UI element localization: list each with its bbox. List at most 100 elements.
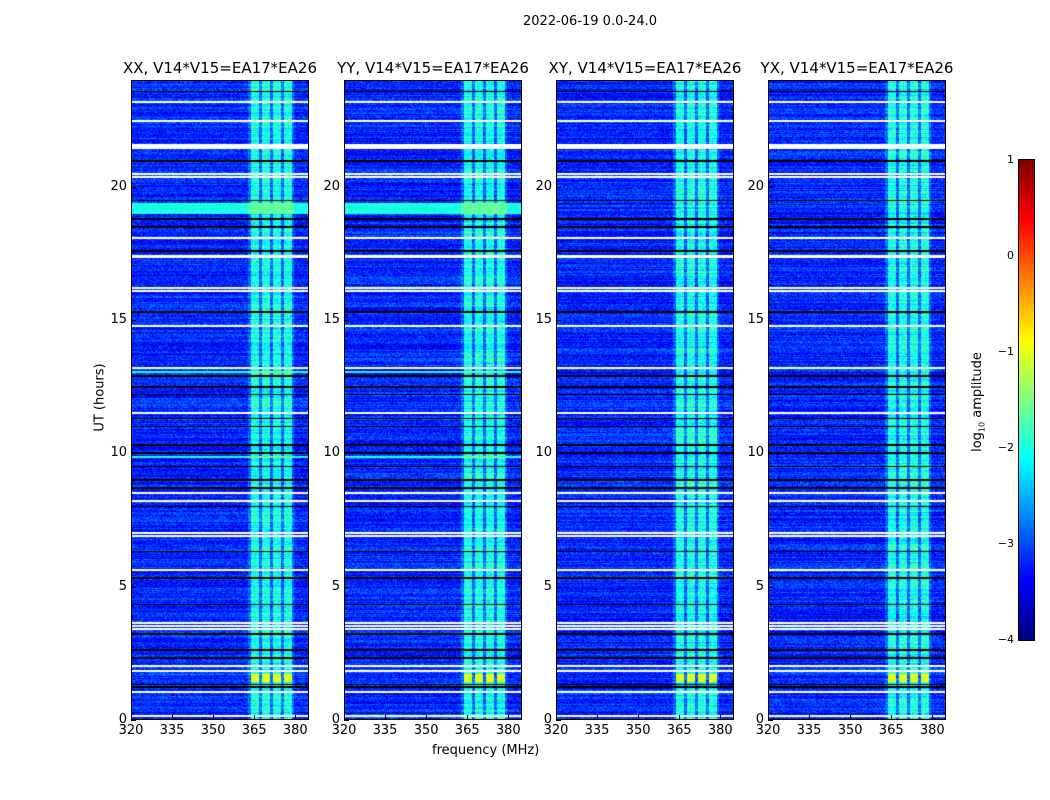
y-tick-mark [768, 320, 773, 321]
y-tick-mark [344, 586, 349, 588]
y-tick-label: 0 [543, 712, 552, 727]
heatmap-image [557, 81, 733, 719]
y-tick-label: 20 [110, 178, 127, 194]
x-tick-mark [172, 715, 174, 720]
colorbar-tick-label: −1 [997, 345, 1014, 358]
y-tick-label: 10 [110, 445, 127, 461]
x-tick-mark [597, 715, 599, 720]
y-tick-label: 15 [535, 312, 552, 327]
x-tick-mark [638, 715, 640, 720]
x-tick-mark [891, 715, 893, 720]
x-tick-label: 365 [454, 723, 480, 738]
y-tick-mark [344, 320, 349, 321]
y-tick-label: 10 [747, 445, 764, 461]
y-tick-label: 15 [323, 312, 340, 327]
panel-title: XY, V14*V15=EA17*EA26 [548, 59, 742, 77]
y-tick-mark [556, 453, 561, 455]
panel-title: YX, V14*V15=EA17*EA26 [760, 59, 954, 77]
y-axis-label: UT (hours) [92, 363, 108, 432]
y-tick-label: 10 [535, 445, 552, 461]
colorbar-tick-label: 0 [1007, 249, 1014, 262]
y-tick-mark [556, 186, 561, 188]
x-tick-label: 320 [331, 723, 357, 738]
x-tick-label: 380 [919, 723, 945, 738]
heatmap-panel [131, 80, 309, 720]
x-tick-label: 380 [707, 723, 733, 738]
y-tick-mark [131, 586, 136, 588]
y-tick-mark [768, 586, 773, 588]
x-tick-mark [131, 715, 132, 720]
x-tick-label: 380 [495, 723, 521, 738]
panel-title: XX, V14*V15=EA17*EA26 [122, 59, 317, 77]
x-tick-mark [809, 715, 811, 720]
heatmap-panel [344, 80, 522, 720]
y-tick-mark [344, 186, 349, 188]
y-tick-label: 15 [747, 312, 764, 327]
x-tick-mark [385, 715, 387, 720]
colorbar-tick-label: 1 [1007, 153, 1014, 166]
y-tick-mark [768, 453, 773, 455]
x-tick-label: 320 [543, 723, 569, 738]
y-tick-mark [556, 720, 561, 721]
y-tick-mark [768, 186, 773, 188]
x-tick-label: 365 [878, 723, 904, 738]
y-tick-label: 5 [118, 578, 127, 594]
x-tick-mark [556, 715, 557, 720]
y-tick-mark [131, 453, 136, 455]
x-tick-mark [295, 715, 297, 720]
colorbar-tick-label: −2 [997, 441, 1014, 454]
x-tick-label: 335 [796, 723, 822, 738]
y-tick-label: 10 [323, 445, 340, 461]
x-tick-label: 350 [837, 723, 863, 738]
x-tick-label: 335 [372, 723, 398, 738]
y-tick-mark [556, 586, 561, 588]
x-tick-mark [467, 715, 469, 720]
x-tick-mark [213, 715, 215, 720]
y-tick-label: 15 [110, 312, 127, 327]
y-tick-label: 5 [755, 578, 764, 594]
x-tick-mark [932, 715, 934, 720]
panel-title: YY, V14*V15=EA17*EA26 [337, 59, 529, 77]
x-tick-mark [254, 715, 256, 720]
figure-title: 2022-06-19 0.0-24.0 [523, 14, 657, 29]
heatmap-image [769, 81, 945, 719]
y-tick-mark [344, 720, 349, 721]
y-tick-label: 0 [755, 712, 764, 727]
x-tick-label: 380 [282, 723, 308, 738]
x-tick-label: 320 [755, 723, 781, 738]
y-tick-label: 20 [323, 178, 340, 194]
x-tick-label: 365 [666, 723, 692, 738]
x-tick-mark [508, 715, 510, 720]
x-tick-mark [679, 715, 681, 720]
x-tick-label: 350 [413, 723, 439, 738]
x-tick-mark [768, 715, 769, 720]
x-tick-label: 335 [159, 723, 185, 738]
x-tick-mark [344, 715, 345, 720]
x-tick-label: 365 [241, 723, 267, 738]
y-tick-mark [344, 453, 349, 455]
y-tick-mark [131, 320, 136, 321]
y-tick-label: 0 [118, 712, 127, 727]
colorbar-label: log10 amplitude [970, 352, 987, 452]
y-tick-mark [131, 720, 136, 721]
colorbar-gradient [1019, 160, 1034, 640]
y-tick-label: 0 [331, 712, 340, 727]
x-tick-label: 320 [118, 723, 144, 738]
x-tick-mark [426, 715, 428, 720]
y-tick-label: 20 [747, 178, 764, 194]
x-tick-label: 335 [584, 723, 610, 738]
x-tick-mark [850, 715, 852, 720]
y-tick-mark [768, 720, 773, 721]
x-tick-label: 350 [200, 723, 226, 738]
x-tick-mark [720, 715, 722, 720]
heatmap-image [132, 81, 308, 719]
colorbar [1018, 159, 1035, 641]
colorbar-tick-label: −3 [997, 537, 1014, 550]
y-tick-mark [131, 186, 136, 188]
heatmap-panel [768, 80, 946, 720]
y-tick-label: 5 [331, 578, 340, 594]
heatmap-panel [556, 80, 734, 720]
y-tick-mark [556, 320, 561, 321]
y-tick-label: 5 [543, 578, 552, 594]
y-tick-label: 20 [535, 178, 552, 194]
